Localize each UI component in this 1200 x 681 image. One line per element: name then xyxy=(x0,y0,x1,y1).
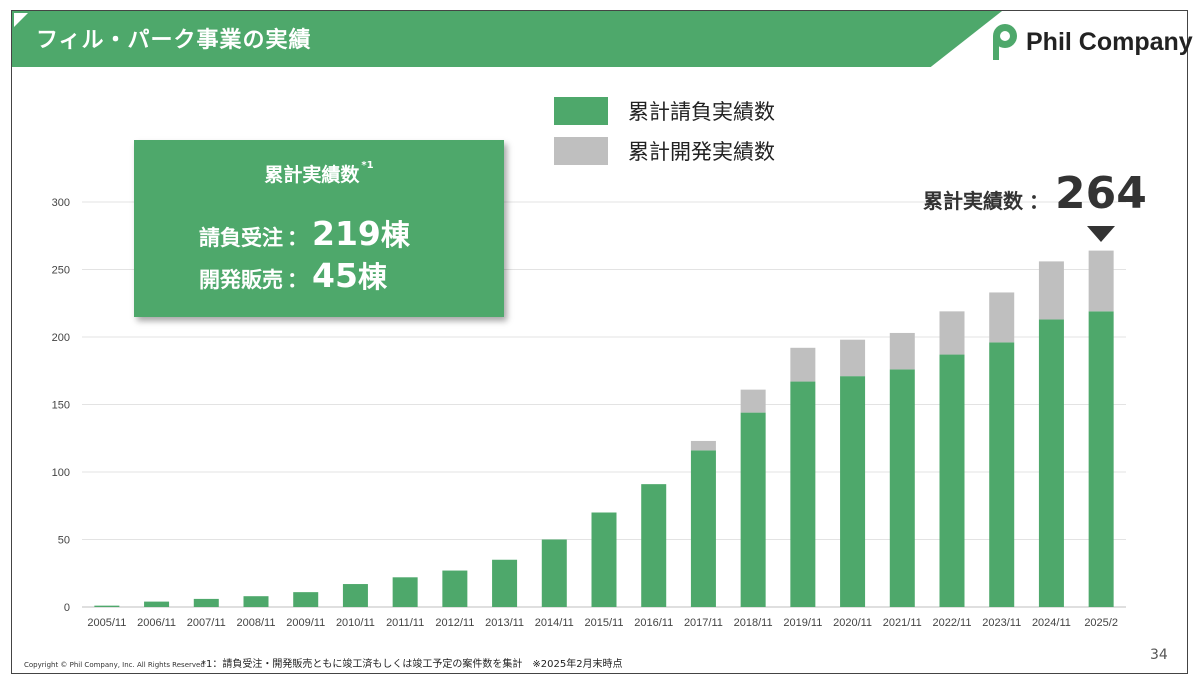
header-bar xyxy=(12,11,1002,67)
total-label: 累計実績数 xyxy=(923,189,1023,213)
legend-item-development: 累計開発実績数 xyxy=(554,131,775,171)
x-tick-label: 2006/11 xyxy=(137,617,176,629)
bar-development xyxy=(840,339,866,377)
total-arrow-down-icon xyxy=(1087,226,1115,242)
bar-contract xyxy=(690,450,716,607)
bar-contract xyxy=(144,601,170,607)
x-tick-label: 2017/11 xyxy=(684,617,723,629)
summary-title: 累計実績数 *1 xyxy=(134,160,504,187)
x-tick-label: 2009/11 xyxy=(286,617,325,629)
summary-contract-label: 請負受注 xyxy=(199,226,283,250)
x-tick-label: 2023/11 xyxy=(982,617,1021,629)
bar-contract xyxy=(342,584,368,607)
x-tick-label: 2012/11 xyxy=(435,617,474,629)
x-tick-label: 2011/11 xyxy=(386,617,424,629)
bar-contract xyxy=(541,539,567,607)
bar-development xyxy=(1038,261,1064,320)
bar-contract xyxy=(939,354,965,607)
legend-swatch-contract xyxy=(554,97,608,125)
bar-development xyxy=(740,389,766,413)
x-tick-label: 2014/11 xyxy=(535,617,574,629)
bar-development xyxy=(889,332,915,370)
summary-contract-unit: 棟 xyxy=(380,218,410,252)
bar-contract xyxy=(740,412,766,607)
bar-development xyxy=(790,347,816,382)
summary-contract-value: 219 xyxy=(312,214,381,253)
legend-item-contract: 累計請負実績数 xyxy=(554,91,775,131)
bar-development xyxy=(989,292,1015,343)
bar-contract xyxy=(392,577,418,607)
total-colon: ： xyxy=(1029,189,1049,213)
summary-dev-unit: 棟 xyxy=(357,260,387,294)
total-value: 264 xyxy=(1055,168,1147,219)
slide-frame xyxy=(11,10,1188,674)
bar-contract xyxy=(889,369,915,607)
bar-contract xyxy=(442,570,468,607)
x-tick-label: 2019/11 xyxy=(783,617,822,629)
company-logo: Phil Company xyxy=(990,20,1193,64)
corner-triangle xyxy=(14,13,28,27)
bar-contract xyxy=(591,512,617,607)
summary-contract-colon: ： xyxy=(287,226,308,250)
summary-dev-label: 開発販売 xyxy=(199,268,283,292)
x-tick-label: 2007/11 xyxy=(187,617,226,629)
page-title: フィル・パーク事業の実績 xyxy=(36,28,312,53)
y-tick-label: 250 xyxy=(52,265,70,277)
summary-box: 累計実績数 *1 請負受注 ： 219 棟 開発販売 ： 45 棟 xyxy=(134,140,504,317)
bar-contract xyxy=(641,484,667,607)
summary-title-text: 累計実績数 xyxy=(264,164,360,186)
bar-contract xyxy=(193,598,219,607)
x-tick-label: 2020/11 xyxy=(833,617,872,629)
bar-contract xyxy=(790,381,816,607)
legend-swatch-development xyxy=(554,137,608,165)
page-number: 34 xyxy=(1150,647,1168,663)
legend-label-contract: 累計請負実績数 xyxy=(628,100,775,124)
y-tick-label: 150 xyxy=(52,400,70,412)
legend-label-development: 累計開発実績数 xyxy=(628,140,775,164)
summary-dev-row: 開発販売 ： 45 棟 xyxy=(199,254,387,296)
summary-title-footnote-mark: *1 xyxy=(361,159,374,171)
y-tick-label: 50 xyxy=(58,535,70,547)
bar-contract xyxy=(989,342,1015,607)
y-tick-label: 0 xyxy=(64,602,70,614)
x-tick-label: 2013/11 xyxy=(485,617,524,629)
x-tick-label: 2010/11 xyxy=(336,617,375,629)
bar-contract xyxy=(840,376,866,607)
bar-development xyxy=(690,440,716,451)
bar-contract xyxy=(94,605,120,607)
summary-contract-row: 請負受注 ： 219 棟 xyxy=(199,212,410,254)
footnote: *1：請負受注・開発販売ともに竣工済もしくは竣工予定の案件数を集計 ※2025年… xyxy=(201,659,623,670)
x-tick-label: 2018/11 xyxy=(734,617,773,629)
bar-contract xyxy=(492,559,518,607)
x-tick-label: 2016/11 xyxy=(634,617,673,629)
bar-development xyxy=(939,311,965,355)
x-tick-label: 2022/11 xyxy=(933,617,972,629)
chart-legend: 累計請負実績数 累計開発実績数 xyxy=(554,91,775,171)
x-tick-label: 2005/11 xyxy=(87,617,126,629)
bar-contract xyxy=(243,596,269,607)
summary-dev-colon: ： xyxy=(287,268,308,292)
phil-logo-icon xyxy=(993,24,1017,60)
bar-development xyxy=(1088,250,1114,312)
bar-contract xyxy=(1038,319,1064,607)
y-tick-label: 100 xyxy=(52,467,70,479)
summary-dev-value: 45 xyxy=(312,256,358,295)
y-tick-label: 300 xyxy=(52,197,70,209)
x-tick-label: 2015/11 xyxy=(585,617,624,629)
logo-text: Phil Company xyxy=(1026,27,1193,56)
total-callout: 累計実績数 ： 264 xyxy=(923,168,1147,219)
x-tick-label: 2008/11 xyxy=(237,617,276,629)
y-tick-label: 200 xyxy=(52,332,70,344)
copyright: Copyright © Phil Company, Inc. All Right… xyxy=(24,661,205,669)
bar-contract xyxy=(293,592,319,607)
x-tick-label: 2024/11 xyxy=(1032,617,1071,629)
x-tick-label: 2021/11 xyxy=(883,617,922,629)
bar-contract xyxy=(1088,311,1114,607)
x-tick-label: 2025/2 xyxy=(1084,617,1118,629)
